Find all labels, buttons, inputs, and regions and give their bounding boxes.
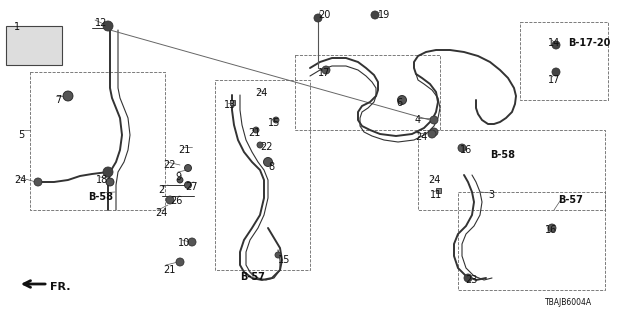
Text: 24: 24: [415, 132, 428, 142]
Text: 24: 24: [428, 175, 440, 185]
Text: 14: 14: [548, 38, 560, 48]
Text: 10: 10: [178, 238, 190, 248]
Text: B-58: B-58: [490, 150, 515, 160]
Text: 1: 1: [14, 22, 20, 32]
Text: 5: 5: [18, 130, 24, 140]
Text: B-57: B-57: [240, 272, 265, 282]
FancyBboxPatch shape: [6, 26, 62, 65]
Bar: [230, 100, 234, 105]
Circle shape: [275, 252, 281, 258]
Circle shape: [34, 178, 42, 186]
Text: TBAJB6004A: TBAJB6004A: [545, 298, 592, 307]
Text: 22: 22: [163, 160, 175, 170]
Text: 6: 6: [396, 98, 402, 108]
Circle shape: [264, 157, 273, 166]
Circle shape: [371, 11, 379, 19]
Circle shape: [184, 164, 191, 172]
Circle shape: [552, 68, 560, 76]
Text: 20: 20: [318, 10, 330, 20]
Circle shape: [257, 142, 263, 148]
Circle shape: [322, 66, 330, 74]
Text: 27: 27: [185, 182, 198, 192]
Text: 16: 16: [460, 145, 472, 155]
Circle shape: [458, 144, 466, 152]
Circle shape: [552, 41, 560, 49]
Text: 3: 3: [488, 190, 494, 200]
Text: 21: 21: [178, 145, 190, 155]
Text: 13: 13: [224, 100, 236, 110]
Circle shape: [166, 196, 174, 204]
Text: 21: 21: [248, 128, 260, 138]
Circle shape: [63, 91, 73, 101]
Circle shape: [176, 258, 184, 266]
Text: 23: 23: [465, 275, 477, 285]
Circle shape: [253, 127, 259, 133]
Text: 16: 16: [545, 225, 557, 235]
Text: 17: 17: [548, 75, 561, 85]
Text: 24: 24: [255, 88, 268, 98]
Text: B-58: B-58: [88, 192, 113, 202]
Text: 21: 21: [163, 265, 175, 275]
Circle shape: [397, 95, 406, 105]
Text: FR.: FR.: [50, 282, 70, 292]
Text: 8: 8: [268, 162, 274, 172]
Circle shape: [464, 274, 472, 282]
Text: 15: 15: [268, 118, 280, 128]
Bar: [435, 188, 440, 193]
Text: 24: 24: [155, 208, 168, 218]
Text: 11: 11: [430, 190, 442, 200]
Circle shape: [103, 21, 113, 31]
Circle shape: [184, 181, 191, 188]
Circle shape: [548, 224, 556, 232]
Text: 26: 26: [170, 196, 182, 206]
Circle shape: [430, 116, 438, 124]
Circle shape: [314, 14, 322, 22]
Text: 15: 15: [278, 255, 291, 265]
Text: 9: 9: [175, 172, 181, 182]
Text: 18: 18: [96, 175, 108, 185]
Text: 22: 22: [260, 142, 273, 152]
Text: 2: 2: [158, 185, 164, 195]
Text: 24: 24: [14, 175, 26, 185]
Circle shape: [428, 130, 436, 138]
Text: 4: 4: [415, 115, 421, 125]
Circle shape: [188, 238, 196, 246]
Circle shape: [430, 128, 438, 136]
Text: 19: 19: [378, 10, 390, 20]
Circle shape: [273, 117, 279, 123]
Circle shape: [103, 167, 113, 177]
Text: 17: 17: [318, 68, 330, 78]
Text: B-57: B-57: [558, 195, 583, 205]
Text: 12: 12: [95, 18, 108, 28]
Circle shape: [177, 177, 183, 183]
Text: B-17-20: B-17-20: [568, 38, 611, 48]
Circle shape: [106, 178, 114, 186]
Text: 7: 7: [55, 95, 61, 105]
